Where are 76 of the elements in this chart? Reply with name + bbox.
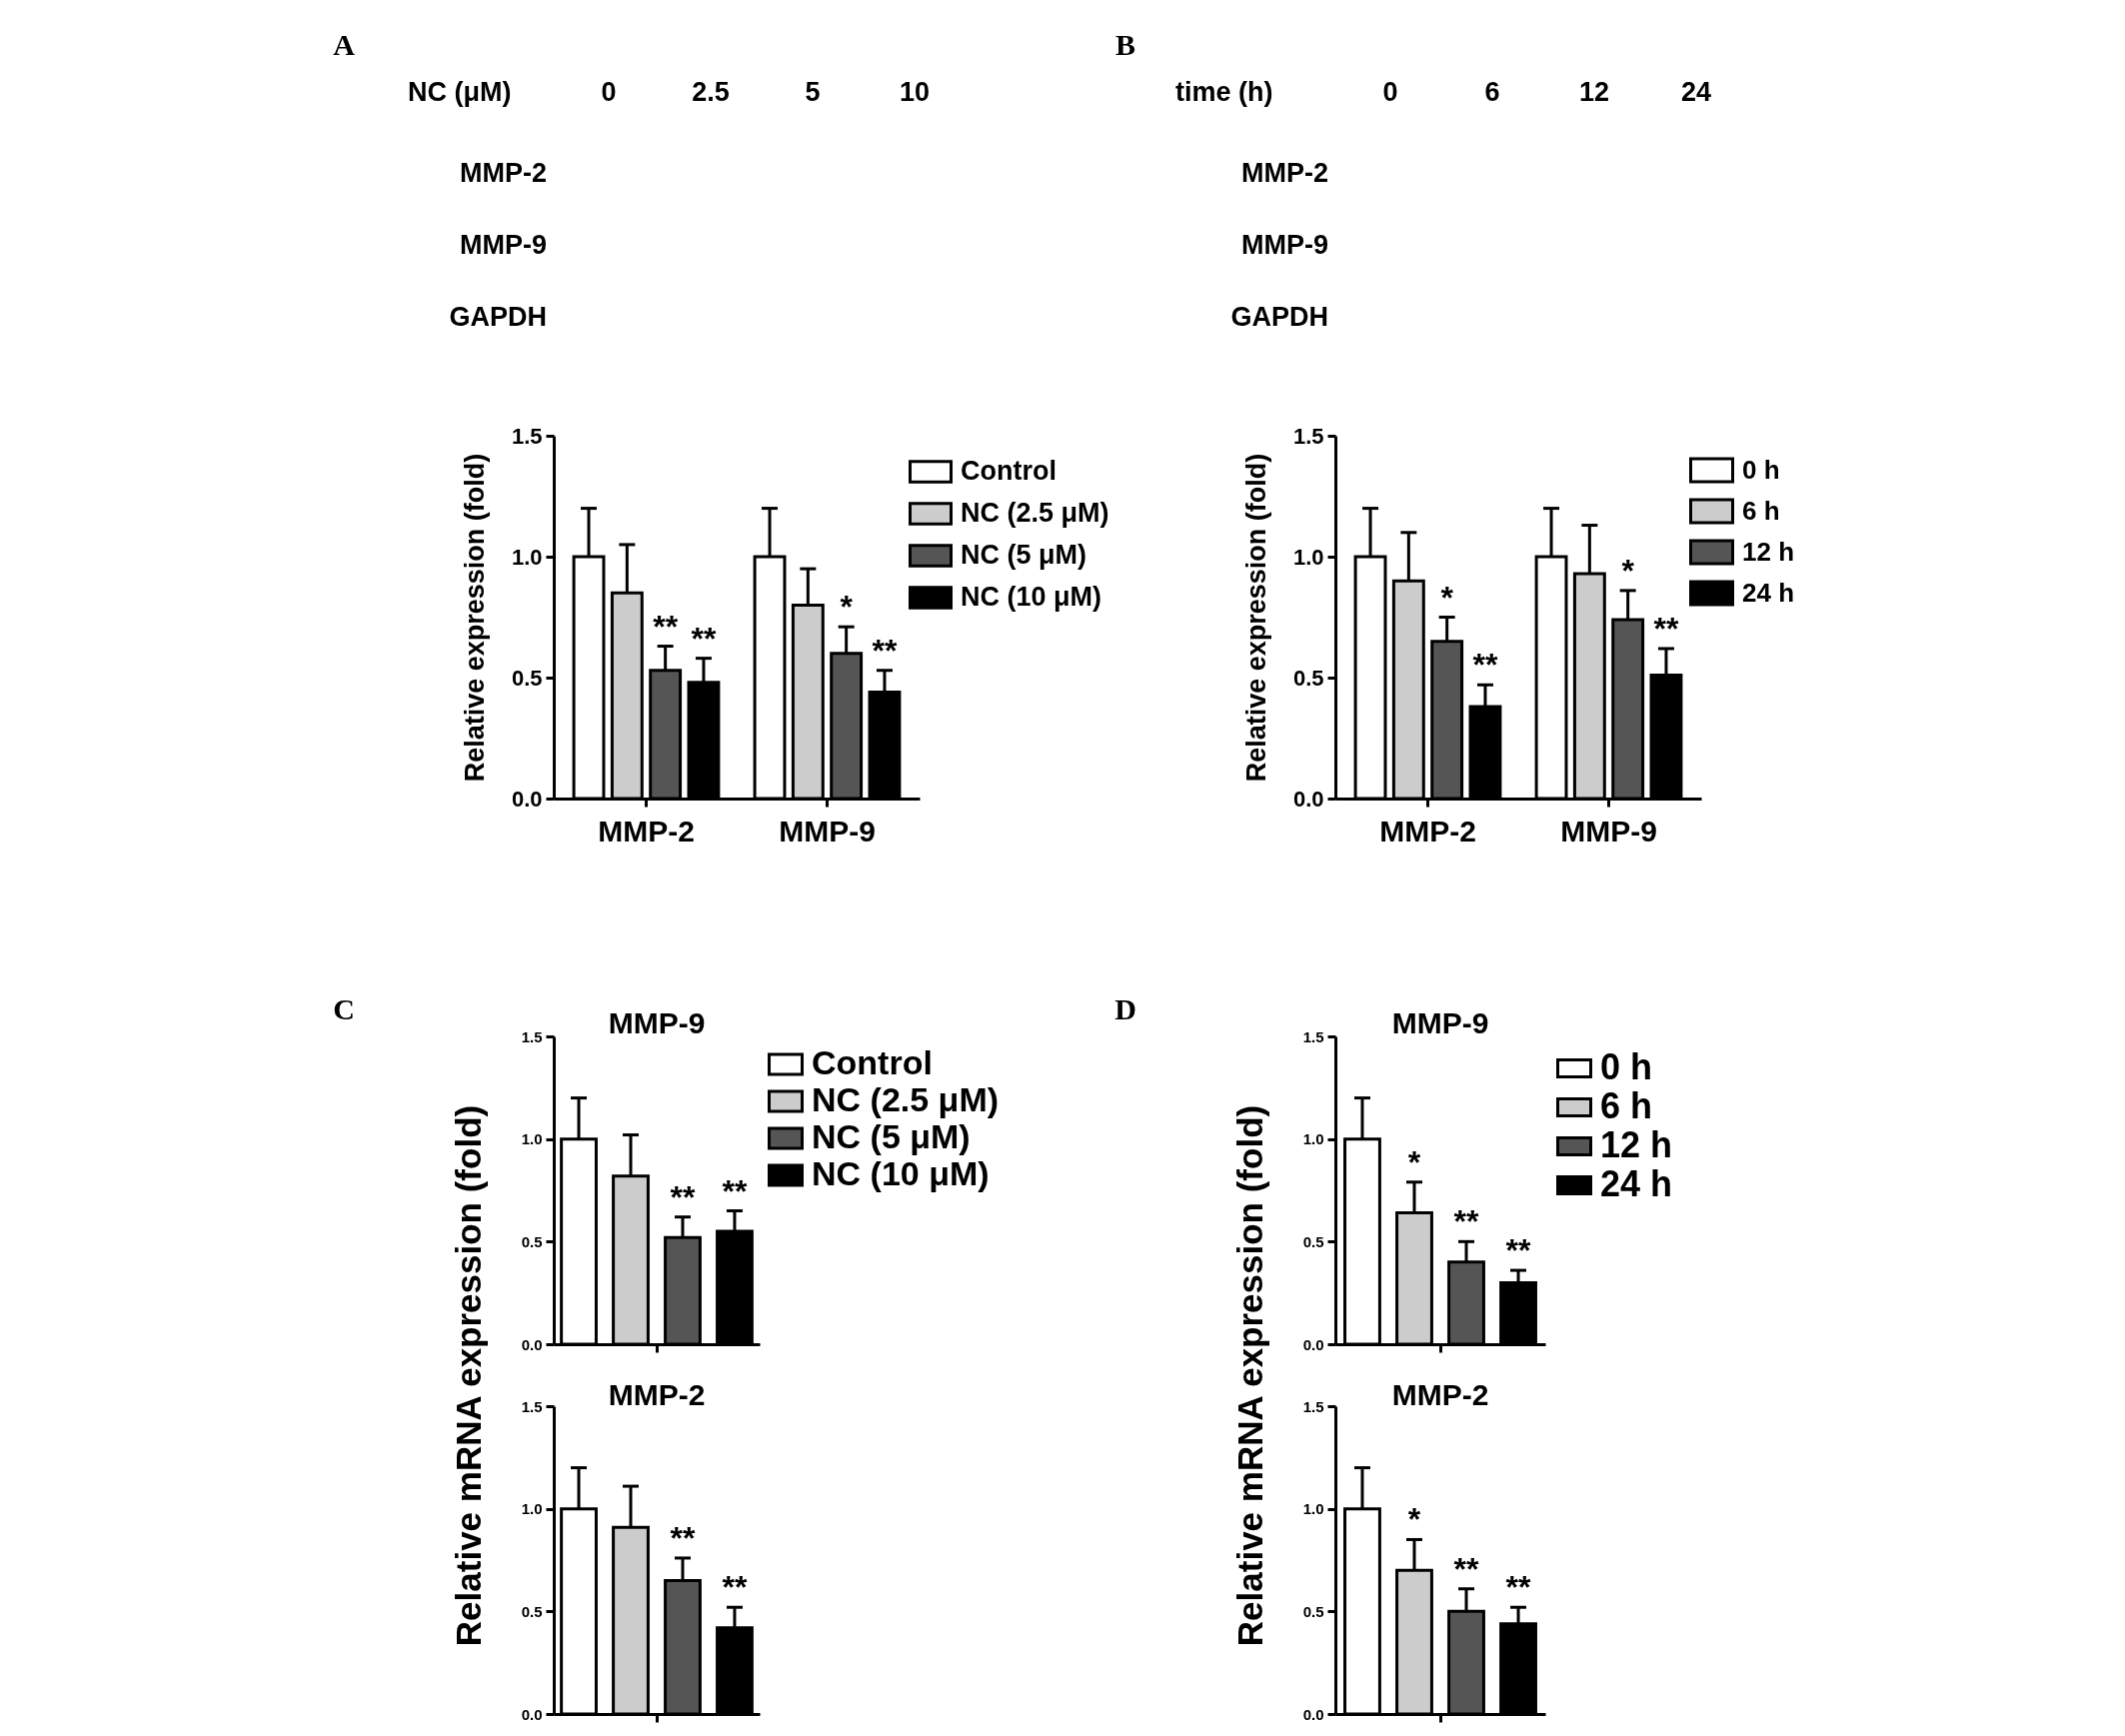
y-tick-label: 0.5	[1292, 665, 1324, 691]
category-label: GAPDH	[1230, 302, 1328, 332]
data-label: **	[1653, 610, 1679, 647]
y-tick-label: 0.0	[1302, 1335, 1324, 1353]
legend-label: 12 h	[1742, 536, 1795, 567]
data-label: **	[1505, 1232, 1532, 1269]
data-label: **	[1453, 1550, 1480, 1587]
data-label: *	[1621, 552, 1635, 589]
x-tick-label: MMP-2	[1379, 814, 1476, 848]
text: C	[333, 992, 355, 1025]
legend-label: 0 h	[1742, 454, 1780, 485]
legend-label: 0 h	[1600, 1046, 1653, 1087]
y-tick-label: 1.0	[1292, 544, 1324, 570]
legend-label: 24 h	[1600, 1163, 1673, 1204]
y-tick-label: 0.0	[521, 1335, 543, 1353]
legend-label: 6 h	[1600, 1085, 1653, 1126]
category-label: 5	[805, 77, 821, 107]
data-label: *	[1407, 1143, 1421, 1180]
category-label: MMP-9	[460, 230, 547, 260]
text: A	[333, 28, 356, 61]
category-label: MMP-2	[460, 158, 547, 188]
y-tick-label: 1.5	[521, 1027, 543, 1045]
text: NC (μM)	[408, 77, 512, 107]
y-tick-label: 1.5	[1292, 423, 1324, 449]
legend-label: 6 h	[1742, 495, 1780, 526]
category-label: GAPDH	[449, 302, 547, 332]
x-tick-label: MMP-9	[1560, 814, 1657, 848]
chart-title: MMP-9	[1391, 1006, 1489, 1039]
chart-title: MMP-9	[608, 1006, 706, 1039]
category-label: 12	[1578, 77, 1610, 107]
text: D	[1114, 992, 1136, 1025]
category-label: 24	[1680, 77, 1712, 107]
y-tick-label: 1.0	[1302, 1500, 1324, 1518]
y-tick-label: 0.5	[521, 1232, 543, 1250]
y-axis-title: Relative mRNA expression (fold)	[1229, 1104, 1269, 1647]
category-label: 2.5	[692, 77, 730, 107]
legend-label: 12 h	[1600, 1124, 1673, 1165]
y-tick-label: 1.0	[1302, 1130, 1324, 1148]
data-label: *	[1440, 579, 1454, 616]
legend-label: NC (2.5 μM)	[812, 1080, 1000, 1118]
y-tick-label: 0.5	[521, 1602, 543, 1620]
legend-label: Control	[812, 1043, 933, 1081]
y-tick-label: 0.5	[1302, 1232, 1324, 1250]
category-label: MMP-2	[1241, 158, 1328, 188]
y-tick-label: 0.0	[1302, 1705, 1324, 1723]
y-tick-label: 1.0	[521, 1130, 543, 1148]
data-label: **	[670, 1519, 696, 1556]
data-label: **	[722, 1569, 748, 1606]
data-label: **	[1453, 1203, 1480, 1240]
y-axis-title: Relative expression (fold)	[1240, 453, 1271, 783]
y-axis-title: Relative mRNA expression (fold)	[448, 1104, 488, 1647]
data-label: **	[1472, 647, 1498, 684]
text: time (h)	[1175, 77, 1273, 107]
data-label: **	[670, 1178, 696, 1215]
legend-label: 24 h	[1742, 577, 1795, 608]
category-label: 0	[1382, 77, 1398, 107]
data-label: **	[722, 1172, 748, 1209]
y-tick-label: 1.0	[521, 1500, 543, 1518]
legend-label: NC (10 μM)	[812, 1154, 990, 1192]
category-label: 0	[601, 77, 617, 107]
y-tick-label: 0.5	[1302, 1602, 1324, 1620]
y-tick-label: 0.0	[1292, 786, 1324, 812]
chart-title: MMP-2	[1391, 1378, 1489, 1411]
category-label: 10	[899, 77, 931, 107]
y-tick-label: 1.5	[1302, 1397, 1324, 1415]
y-tick-label: 0.0	[521, 1705, 543, 1723]
category-label: MMP-9	[1241, 230, 1328, 260]
y-tick-label: 1.5	[511, 423, 543, 449]
chart-title: MMP-2	[608, 1378, 706, 1411]
text: B	[1114, 28, 1136, 61]
legend-label: NC (5 μM)	[812, 1117, 971, 1155]
y-tick-label: 1.5	[521, 1397, 543, 1415]
data-label: **	[1505, 1569, 1532, 1606]
y-tick-label: 1.5	[1302, 1027, 1324, 1045]
data-label: *	[1407, 1501, 1421, 1538]
category-label: 6	[1484, 77, 1500, 107]
